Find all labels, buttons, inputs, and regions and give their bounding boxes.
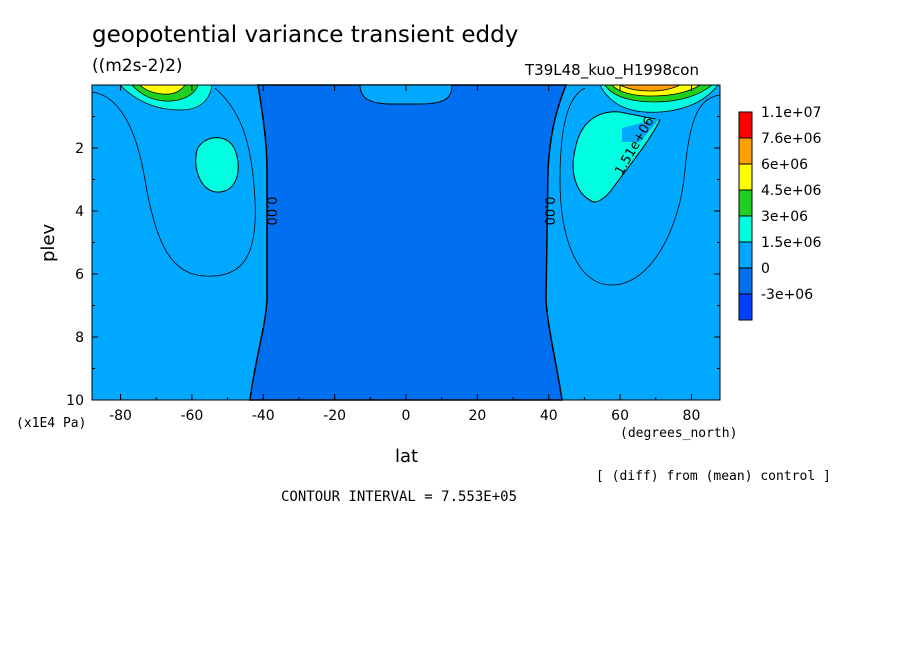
x-tick-label: -40	[252, 408, 275, 424]
colorbar-label: 3e+06	[761, 209, 808, 225]
x-tick-label: -20	[323, 408, 346, 424]
x-tick-label: 0	[402, 408, 411, 424]
y-tick-label: 6	[75, 267, 84, 283]
y-axis-units: (x1E4 Pa)	[16, 416, 87, 431]
x-axis: -80 -60 -40 -20 0 20 40 60 80	[109, 85, 700, 424]
negative-band	[249, 84, 568, 401]
colorbar-swatch	[738, 293, 753, 321]
contour-label: 0.00	[263, 197, 278, 226]
colorbar-label: 1.1e+07	[761, 105, 821, 121]
plot-area	[91, 84, 721, 401]
right-jet-orange	[619, 84, 681, 92]
diff-note: [ (diff) from (mean) control ]	[596, 469, 831, 484]
colorbar-label: 1.5e+06	[761, 235, 822, 251]
chart-title: geopotential variance transient eddy	[92, 22, 519, 48]
x-tick-label: 80	[683, 408, 701, 424]
x-tick-label: 60	[611, 408, 629, 424]
y-axis: 2 4 6 8 10	[66, 116, 720, 409]
run-id: T39L48_kuo_H1998con	[525, 61, 699, 79]
x-tick-label: 40	[540, 408, 558, 424]
left-maximum	[195, 137, 239, 193]
y-tick-label: 10	[66, 393, 84, 409]
colorbar-swatch	[738, 189, 753, 217]
y-axis-label: plev	[38, 223, 59, 262]
colorbar-label: 6e+06	[761, 157, 808, 173]
x-axis-label: lat	[395, 446, 419, 467]
colorbar: 1.1e+07 7.6e+06 6e+06 4.5e+06 3e+06 1.5e+06 0 -…	[738, 105, 822, 321]
colorbar-swatch	[738, 215, 753, 243]
colorbar-swatch	[738, 241, 753, 269]
colorbar-swatch	[738, 137, 753, 165]
contour-line-left	[91, 87, 256, 277]
x-tick-label: -80	[109, 408, 132, 424]
colorbar-label: 7.6e+06	[761, 131, 822, 147]
x-tick-label: -60	[180, 408, 203, 424]
left-jet-yellow	[139, 84, 186, 95]
contour-line-right	[559, 87, 721, 286]
y-tick-label: 8	[75, 330, 84, 346]
contour-label: 0.00	[541, 197, 556, 226]
chart-units: ((m2s-2)2)	[92, 56, 183, 76]
colorbar-swatch	[738, 111, 753, 139]
right-maximum-notch	[622, 118, 660, 142]
colorbar-label: -3e+06	[761, 287, 813, 303]
x-tick-label: 20	[468, 408, 486, 424]
tropical-cap	[359, 84, 453, 105]
y-tick-label: 2	[75, 141, 84, 157]
colorbar-label: 4.5e+06	[761, 183, 822, 199]
colorbar-swatch	[738, 163, 753, 191]
colorbar-label: 0	[761, 261, 770, 277]
contour-interval: CONTOUR INTERVAL = 7.553E+05	[281, 489, 518, 505]
colorbar-swatch	[738, 267, 753, 295]
x-axis-units: (degrees_north)	[620, 426, 738, 441]
y-tick-label: 4	[75, 204, 84, 220]
